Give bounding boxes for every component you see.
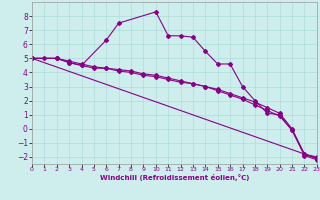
X-axis label: Windchill (Refroidissement éolien,°C): Windchill (Refroidissement éolien,°C): [100, 174, 249, 181]
